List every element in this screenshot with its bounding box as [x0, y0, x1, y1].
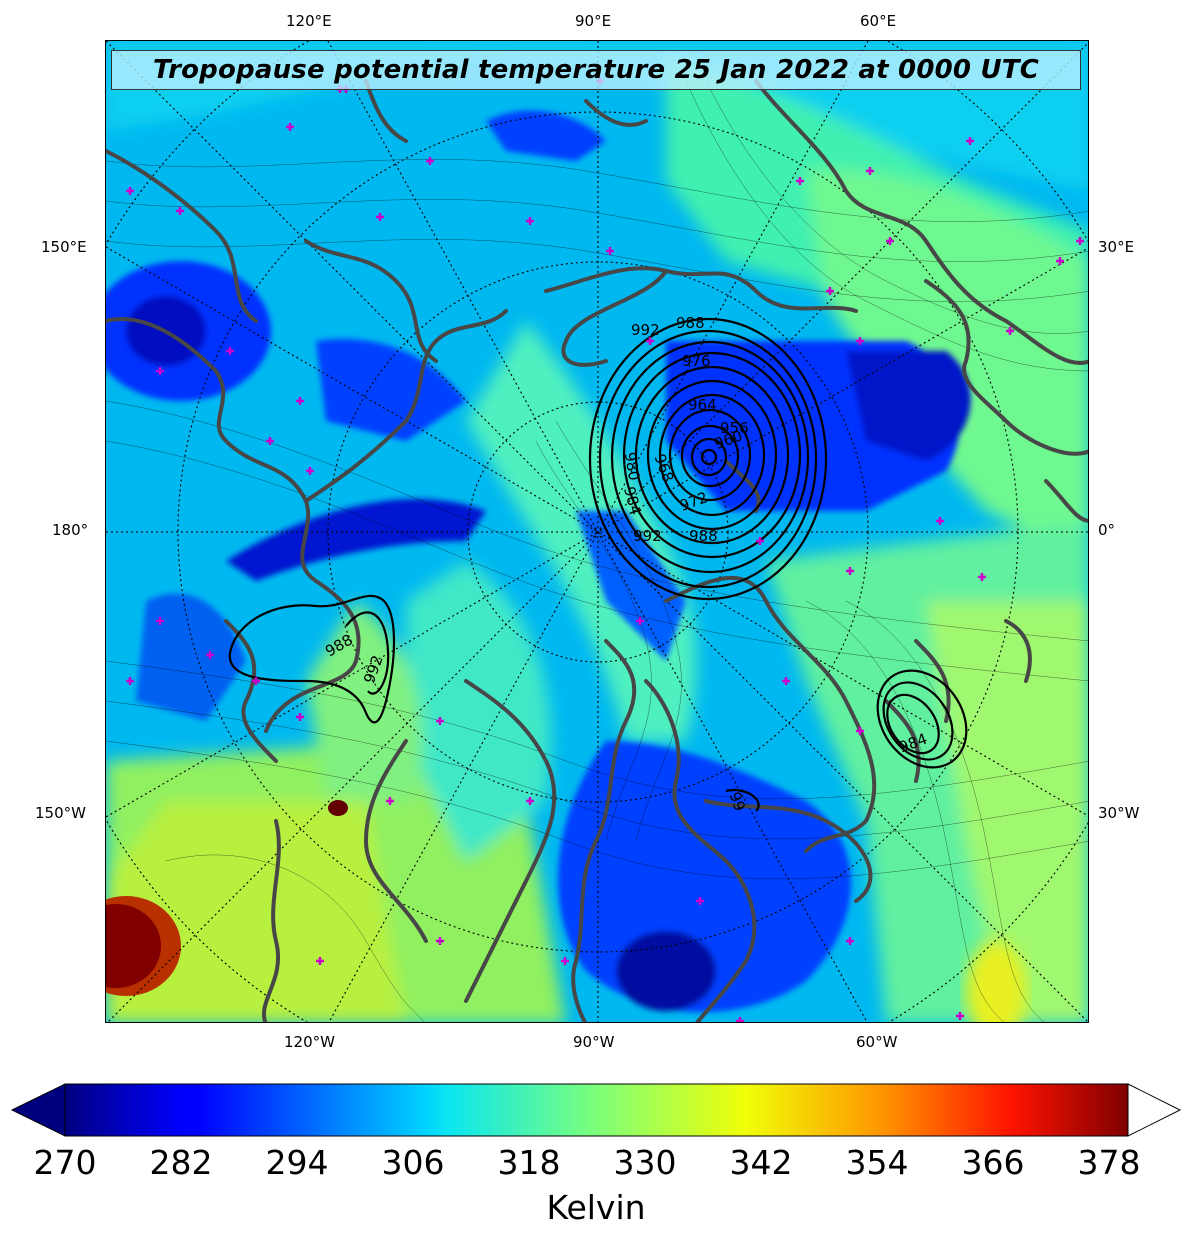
top-lon-label: 90°E — [575, 12, 612, 30]
contour-label: 980 — [621, 451, 644, 482]
contour-label: 988 — [689, 527, 718, 545]
contour-label: 99 — [726, 790, 749, 814]
colorbar-unit-label: Kelvin — [546, 1188, 646, 1227]
top-lon-label: 60°E — [860, 12, 897, 30]
colorbar-tick-label: 282 — [149, 1143, 213, 1182]
left-lon-label: 180° — [52, 521, 89, 539]
theta-high-region — [106, 800, 1026, 1022]
colorbar-gradient — [64, 1083, 1129, 1137]
left-lon-label: 150°E — [41, 238, 87, 256]
theta-filled-field — [106, 41, 1088, 1022]
colorbar — [10, 1083, 1182, 1137]
contour-label: 988 — [676, 314, 705, 332]
contour-label: 992 — [631, 321, 660, 339]
coastlines — [106, 79, 1088, 1022]
bottom-lon-label: 90°W — [573, 1033, 615, 1051]
colorbar-tick-label: 294 — [265, 1143, 329, 1182]
right-lon-label: 30°E — [1098, 238, 1135, 256]
colorbar-tick-label: 330 — [613, 1143, 677, 1182]
top-lon-label: 120°E — [286, 12, 332, 30]
colorbar-tick-label: 270 — [33, 1143, 97, 1182]
contour-label: 976 — [682, 352, 711, 370]
colorbar-tick-label: 366 — [961, 1143, 1025, 1182]
colorbar-tick-label: 378 — [1077, 1143, 1141, 1182]
colorbar-tick-label: 306 — [381, 1143, 445, 1182]
contour-label: 992 — [633, 527, 662, 545]
bottom-lon-label: 120°W — [284, 1033, 335, 1051]
colorbar-over-arrow — [1127, 1083, 1182, 1137]
colorbar-under-arrow — [10, 1083, 66, 1137]
contour-label: 964 — [688, 396, 717, 414]
colorbar-tick-label: 354 — [845, 1143, 909, 1182]
right-lon-label: 0° — [1098, 521, 1116, 539]
graticule — [106, 41, 1088, 1022]
colorbar-tick-label: 342 — [729, 1143, 793, 1182]
contour-label: 956 — [720, 419, 749, 437]
map-title: Tropopause potential temperature 25 Jan … — [153, 55, 1039, 85]
right-lon-label: 30°W — [1098, 804, 1140, 822]
bottom-lon-label: 60°W — [856, 1033, 898, 1051]
map-title-box: Tropopause potential temperature 25 Jan … — [111, 50, 1081, 90]
tropopause-theta-map: 992 988 984 980 976 972 968 964 960 956 … — [106, 41, 1088, 1022]
pressure-contours — [228, 317, 968, 812]
left-lon-label: 150°W — [35, 804, 86, 822]
map-panel: 992 988 984 980 976 972 968 964 960 956 … — [105, 40, 1089, 1023]
theta-low-regions — [106, 110, 971, 1013]
colorbar-tick-label: 318 — [497, 1143, 561, 1182]
